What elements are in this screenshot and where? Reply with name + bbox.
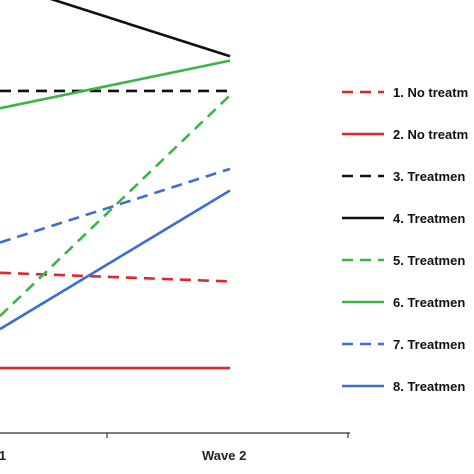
axis-layer: e 1 Wave 2 [0,432,350,463]
series-line-5 [0,94,231,318]
series-line-4 [49,0,231,58]
legend-label-5: 5. Treatmen [393,253,465,268]
series-line-1 [0,271,231,283]
legend-label-2: 2. No treatm [393,127,468,142]
x-tick-label-wave-1: e 1 [0,448,6,463]
series-line-8 [0,189,231,331]
series-line-6 [0,59,231,110]
legend-label-7: 7. Treatmen [393,337,465,352]
legend-label-3: 3. Treatmen [393,169,465,184]
legend-label-6: 6. Treatmen [393,295,465,310]
legend-label-1: 1. No treatm [393,85,468,100]
legend: 1. No treatm 2. No treatm 3. Treatmen 4. Tr… [342,85,468,394]
legend-label-8: 8. Treatmen [393,379,465,394]
series-layer [0,0,231,370]
x-tick-label-wave-2: Wave 2 [202,448,246,463]
legend-label-4: 4. Treatmen [393,211,465,226]
series-line-7 [0,167,231,244]
